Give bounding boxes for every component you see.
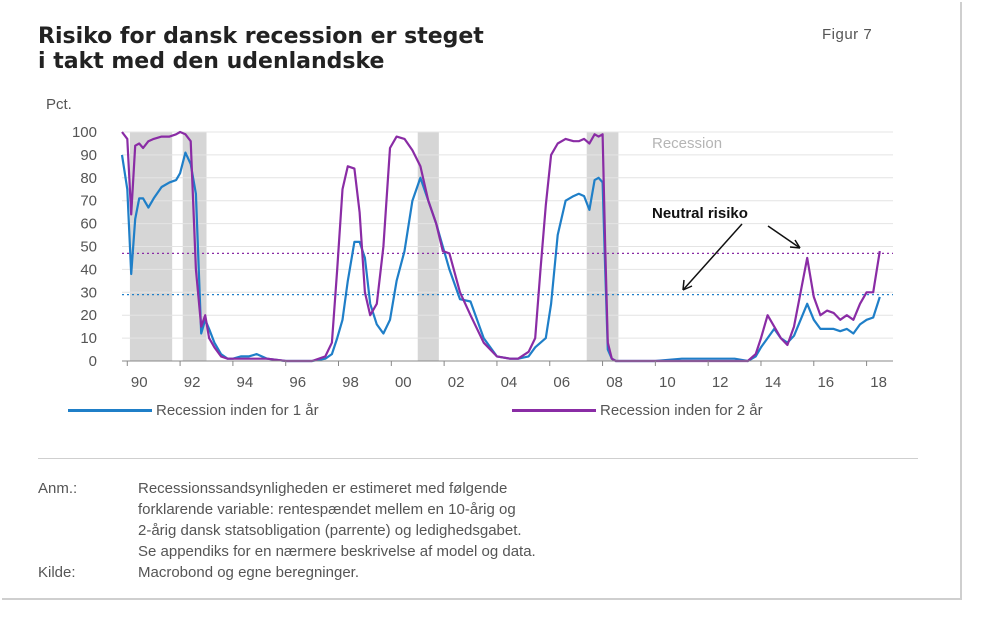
legend-label-2y: Recession inden for 2 år	[600, 402, 763, 419]
chart-title: Risiko for dansk recession er steget i t…	[38, 24, 484, 74]
arrow-to-2y-neutral	[767, 225, 801, 249]
x-tick-label-92: 92	[184, 374, 201, 391]
legend-item-2y: Recession inden for 2 år	[512, 402, 763, 419]
arrowhead-2y	[789, 239, 801, 249]
neutral-risk-label: Neutral risiko	[652, 205, 748, 222]
note-anm-line-2: forklarende variable: rentespændet melle…	[138, 501, 516, 518]
series-lines	[120, 130, 881, 363]
y-tick-label-60: 60	[80, 216, 97, 233]
x-tick-label-04: 04	[501, 374, 518, 391]
chart-title-line2: i takt med den udenlandske	[38, 49, 385, 74]
y-tick-label-80: 80	[80, 170, 97, 187]
y-axis-unit: Pct.	[46, 96, 72, 113]
x-tick-label-14: 14	[765, 374, 782, 391]
x-tick-label-10: 10	[659, 374, 676, 391]
x-tick-label-06: 06	[553, 374, 570, 391]
y-tick-label-10: 10	[80, 330, 97, 347]
note-anm-line-1: Recessionssandsynligheden er estimeret m…	[138, 480, 508, 497]
neutral-risk-lines	[122, 252, 893, 296]
x-tick-label-08: 08	[606, 374, 623, 391]
notes-divider	[38, 458, 918, 459]
y-tick-label-70: 70	[80, 193, 97, 210]
legend-item-1y: Recession inden for 1 år	[68, 402, 319, 419]
y-tick-label-20: 20	[80, 307, 97, 324]
series-line-2	[121, 130, 881, 363]
x-tick-label-02: 02	[448, 374, 465, 391]
x-tick-label-96: 96	[289, 374, 306, 391]
x-tick-label-94: 94	[237, 374, 254, 391]
y-tick-label-50: 50	[80, 239, 97, 256]
x-tick-label-16: 16	[817, 374, 834, 391]
note-anm-line-3: 2-årig dansk statsobligation (parrente) …	[138, 522, 522, 539]
axes: 0 10 20 30 40 50 60 70 80 90 100 90 92 94 96 98 00 02 04 06…	[72, 124, 893, 391]
y-tick-label-100: 100	[72, 124, 97, 141]
recession-risk-chart: 0 10 20 30 40 50 60 70 80 90 100 90 92 94 96 98 00 02 04 06…	[72, 124, 893, 391]
x-tick-label-12: 12	[712, 374, 729, 391]
arrowhead-1y	[682, 279, 693, 291]
figure-label: Figur 7	[822, 26, 873, 43]
recession-label: Recession	[652, 135, 722, 152]
legend-label-1y: Recession inden for 1 år	[156, 402, 319, 419]
note-anm-label: Anm.:	[38, 480, 78, 497]
x-tick-label-18: 18	[870, 374, 887, 391]
note-kilde-text: Macrobond og egne beregninger.	[138, 564, 360, 581]
x-tick-label-98: 98	[342, 374, 359, 391]
figure-frame	[2, 2, 962, 600]
chart-title-line1: Risiko for dansk recession er steget	[38, 24, 484, 49]
x-tick-label-90: 90	[131, 374, 148, 391]
y-tick-label-90: 90	[80, 147, 97, 164]
arrow-to-1y-neutral	[682, 223, 743, 291]
x-tick-label-00: 00	[395, 374, 412, 391]
legend-swatch-2y	[512, 409, 596, 412]
legend-swatch-1y	[68, 409, 152, 412]
annotations: Recession Neutral risiko	[652, 135, 801, 291]
y-tick-label-0: 0	[89, 353, 97, 370]
y-tick-label-30: 30	[80, 284, 97, 301]
y-tick-label-40: 40	[80, 261, 97, 278]
series-line-1	[120, 151, 881, 363]
note-anm-line-4: Se appendiks for en nærmere beskrivelse …	[138, 543, 536, 560]
note-kilde-label: Kilde:	[38, 564, 76, 581]
gridlines	[122, 131, 893, 362]
